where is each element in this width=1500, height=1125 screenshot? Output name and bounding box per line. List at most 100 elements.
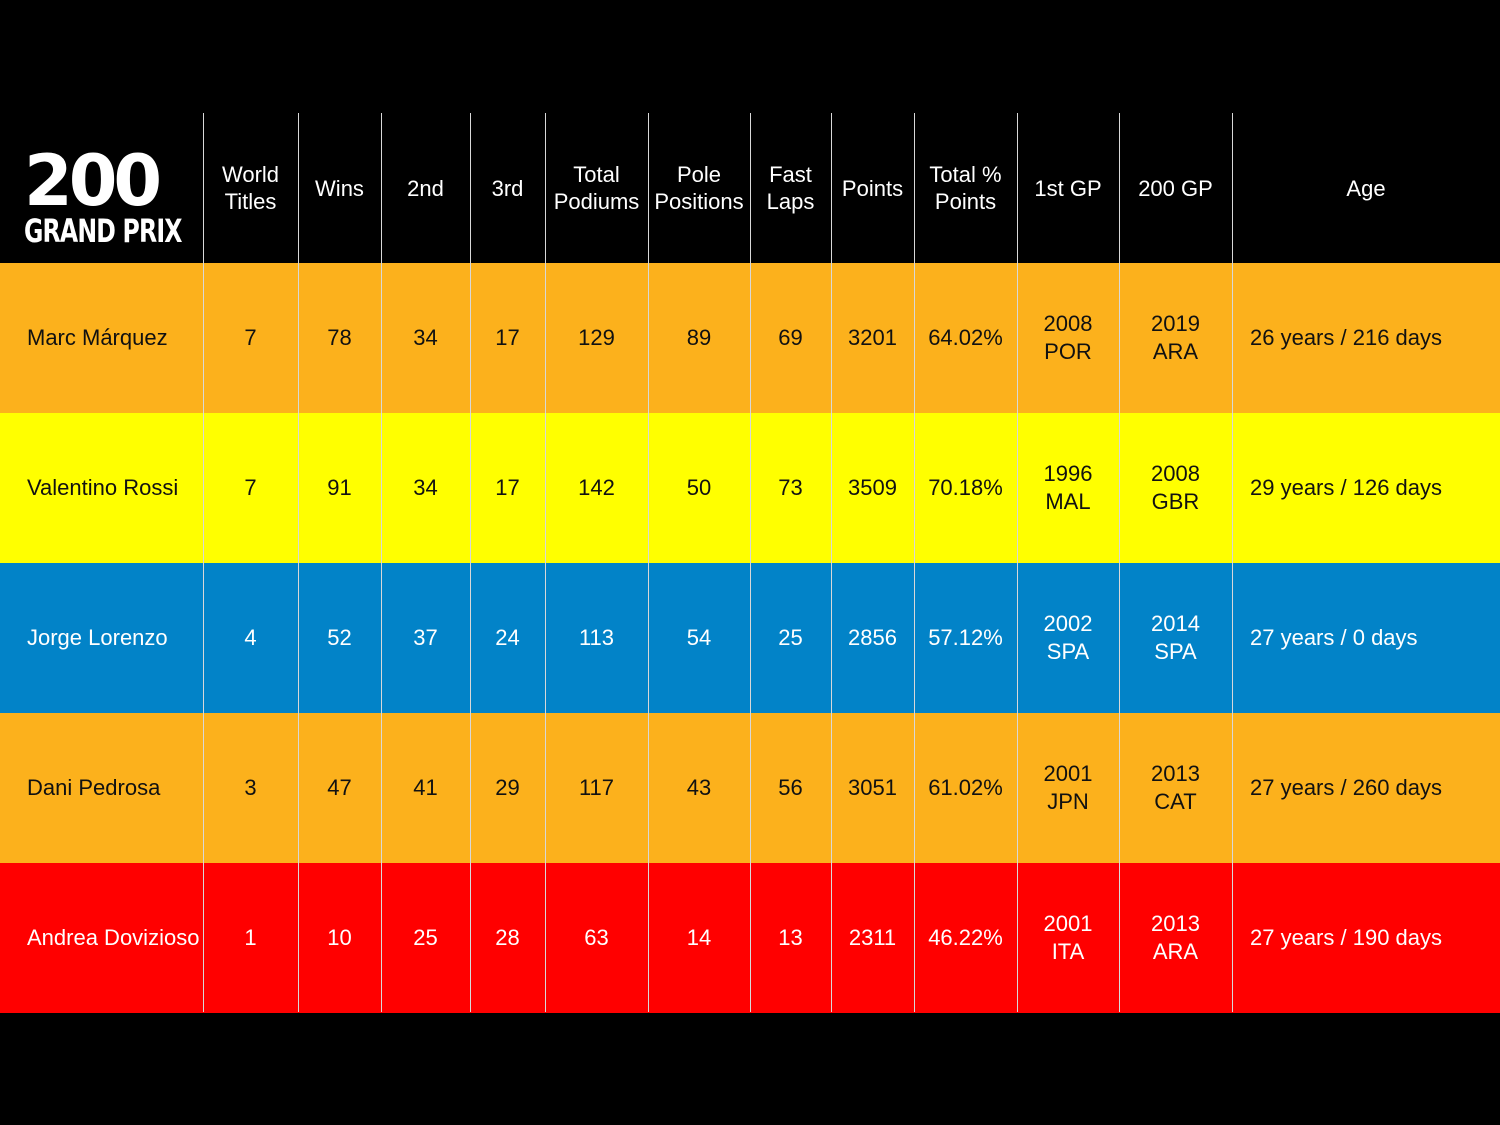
cell-fast-laps: 56	[778, 775, 803, 800]
column-divider	[381, 113, 382, 1012]
header-label: Wins	[315, 175, 364, 201]
header-age: Age	[1232, 113, 1500, 263]
cell-fast-laps: 25	[778, 625, 803, 650]
cell-pole-positions: 89	[686, 325, 712, 350]
cell-pole-positions: 50	[686, 475, 712, 500]
header-label: 1st GP	[1034, 175, 1102, 201]
header-label: 2nd	[407, 175, 444, 201]
cell-fast-laps: 73	[778, 475, 803, 500]
cell-1st-gp: 2001 ITA	[1043, 911, 1093, 964]
cell-wins: 78	[327, 325, 352, 350]
cell-total-points: 64.02%	[928, 325, 1003, 350]
cell-age: 27 years / 260 days	[1250, 775, 1443, 800]
cell-wins: 47	[327, 775, 352, 800]
header-label: Age	[1346, 175, 1386, 201]
cell-2nd: 37	[413, 625, 438, 650]
cell-age: 27 years / 0 days	[1250, 625, 1418, 650]
column-divider	[1119, 113, 1120, 1012]
cell-total-points: 61.02%	[928, 775, 1003, 800]
header-total-points: Total % Points	[914, 113, 1017, 263]
cell-points: 2856	[848, 625, 897, 650]
column-divider	[545, 113, 546, 1012]
rider-name: Valentino Rossi	[27, 475, 179, 500]
logo-number: 200	[24, 140, 162, 222]
header-points: Points	[831, 113, 914, 263]
header-1st-gp: 1st GP	[1017, 113, 1119, 263]
column-divider	[648, 113, 649, 1012]
column-divider	[203, 113, 204, 1012]
header-3rd: 3rd	[470, 113, 545, 263]
header-label: Fast Laps	[766, 162, 815, 214]
header-pole-positions: Pole Positions	[648, 113, 750, 263]
cell-total-points: 57.12%	[928, 625, 1003, 650]
cell-wins: 10	[327, 925, 352, 950]
cell-3rd: 24	[495, 625, 520, 650]
column-divider	[1017, 113, 1018, 1012]
header-2nd: 2nd	[381, 113, 470, 263]
cell-points: 3509	[848, 475, 897, 500]
rider-name: Dani Pedrosa	[27, 775, 161, 800]
header-label: Total Podiums	[553, 162, 640, 214]
cell-1st-gp: 1996 MAL	[1043, 461, 1093, 514]
cell-3rd: 29	[495, 775, 520, 800]
cell-wins: 52	[327, 625, 352, 650]
cell-2nd: 34	[413, 325, 438, 350]
cell-total-points: 70.18%	[928, 475, 1003, 500]
cell-world-titles: 7	[244, 475, 257, 500]
cell-age: 29 years / 126 days	[1250, 475, 1443, 500]
column-divider	[1232, 113, 1233, 1012]
rider-name: Jorge Lorenzo	[27, 625, 168, 650]
cell-2nd: 41	[413, 775, 438, 800]
column-divider	[914, 113, 915, 1012]
logo-subtitle: GRAND PRIX	[24, 212, 182, 250]
header-label: Total % Points	[929, 162, 1002, 214]
header-total-podiums: Total Podiums	[545, 113, 648, 263]
cell-200-gp: 2008 GBR	[1151, 461, 1200, 514]
logo: 200 GRAND PRIX	[24, 140, 184, 250]
cell-world-titles: 1	[244, 925, 257, 950]
header-world-titles: World Titles	[203, 113, 298, 263]
cell-age: 26 years / 216 days	[1250, 325, 1443, 350]
header-fast-laps: Fast Laps	[750, 113, 831, 263]
cell-age: 27 years / 190 days	[1250, 925, 1443, 950]
cell-points: 3201	[848, 325, 897, 350]
cell-points: 3051	[848, 775, 897, 800]
cell-wins: 91	[327, 475, 352, 500]
column-divider	[298, 113, 299, 1012]
cell-world-titles: 3	[244, 775, 257, 800]
cell-fast-laps: 69	[778, 325, 803, 350]
cell-total-podiums: 142	[578, 475, 615, 500]
column-divider	[831, 113, 832, 1012]
header-label: World Titles	[221, 162, 280, 214]
header-label: 200 GP	[1138, 175, 1213, 201]
cell-total-podiums: 117	[578, 775, 615, 800]
rider-name: Andrea Dovizioso	[27, 925, 200, 950]
cell-3rd: 17	[495, 325, 520, 350]
cell-points: 2311	[848, 925, 897, 950]
header-200-gp: 200 GP	[1119, 113, 1232, 263]
cell-total-podiums: 129	[578, 325, 615, 350]
header-label: Pole Positions	[654, 162, 744, 214]
cell-pole-positions: 43	[686, 775, 712, 800]
cell-200-gp: 2013 ARA	[1151, 911, 1200, 964]
cell-pole-positions: 14	[686, 925, 712, 950]
cell-200-gp: 2013 CAT	[1151, 761, 1200, 814]
cell-1st-gp: 2001 JPN	[1043, 761, 1093, 814]
cell-3rd: 17	[495, 475, 520, 500]
cell-pole-positions: 54	[686, 625, 712, 650]
cell-1st-gp: 2002 SPA	[1043, 611, 1093, 664]
cell-world-titles: 4	[244, 625, 257, 650]
cell-2nd: 34	[413, 475, 438, 500]
cell-200-gp: 2014 SPA	[1151, 611, 1200, 664]
cell-fast-laps: 13	[778, 925, 803, 950]
column-divider	[750, 113, 751, 1012]
cell-200-gp: 2019 ARA	[1151, 311, 1200, 364]
rider-name: Marc Márquez	[27, 325, 168, 350]
header-label: Points	[841, 175, 904, 201]
header-wins: Wins	[298, 113, 381, 263]
column-divider	[470, 113, 471, 1012]
cell-2nd: 25	[413, 925, 438, 950]
header-label: 3rd	[491, 175, 524, 201]
cell-total-podiums: 63	[584, 925, 609, 950]
